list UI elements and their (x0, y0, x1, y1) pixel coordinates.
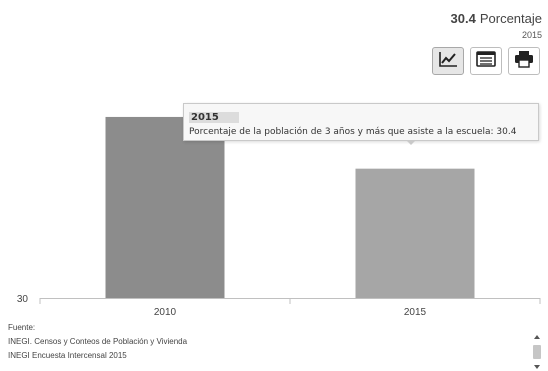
sources-panel: Fuente: INEGI. Censos y Conteos de Pobla… (8, 323, 508, 363)
scroll-up-icon[interactable] (534, 335, 540, 339)
table-icon (476, 50, 496, 72)
headline-unit: Porcentaje (479, 11, 542, 26)
tooltip-body: Porcentaje de la población de 3 años y m… (189, 127, 517, 137)
chart-tooltip: 2015 Porcentaje de la población de 3 año… (183, 103, 539, 141)
line-chart-button[interactable] (432, 47, 464, 75)
source-item: INEGI. Censos y Conteos de Población y V… (8, 337, 188, 346)
scroll-thumb[interactable] (533, 345, 541, 359)
tooltip-title: 2015 (189, 112, 239, 123)
source-item: INEGI Encuesta Intercensal 2015 (8, 351, 127, 360)
x-tick-label: 2015 (404, 307, 427, 318)
tooltip-pointer (406, 140, 416, 145)
view-toolbar (432, 47, 540, 75)
bar-2015[interactable] (355, 168, 475, 298)
bar-2010[interactable] (105, 116, 225, 298)
table-view-button[interactable] (470, 47, 502, 75)
print-button[interactable] (508, 47, 540, 75)
print-icon (514, 50, 534, 73)
sources-scrollbar[interactable] (531, 332, 543, 371)
sources-label: Fuente: (8, 323, 36, 332)
headline-year: 2015 (521, 30, 542, 40)
bar-chart: 30 2010 2015 (17, 116, 541, 318)
headline-value: 30.4 (450, 11, 476, 26)
x-tick-label: 2010 (154, 307, 177, 318)
y-tick-label: 30 (17, 294, 29, 305)
headline-indicator: 30.4 Porcentaje 2015 (451, 10, 542, 40)
scroll-down-icon[interactable] (534, 365, 540, 369)
line-chart-icon (438, 50, 458, 73)
